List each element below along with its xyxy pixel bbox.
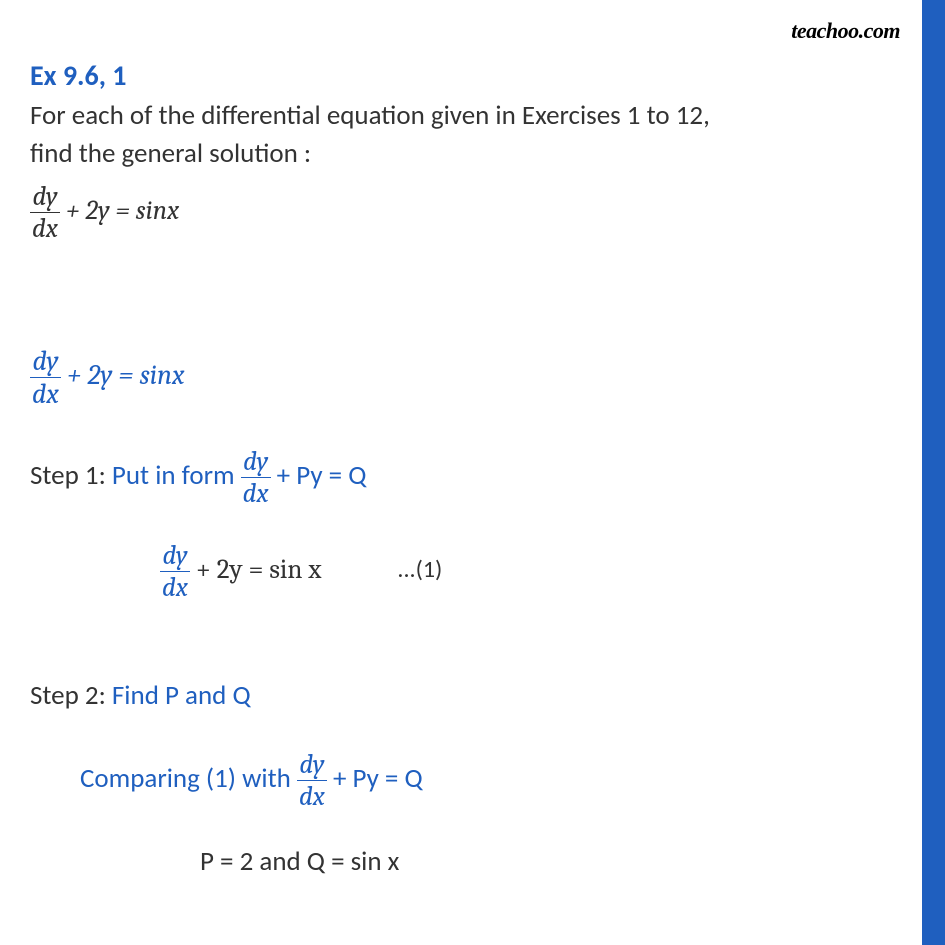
eq-tail: + 2y = sinx bbox=[60, 194, 179, 225]
step1-desc: Put in form dydx + Py = Q bbox=[112, 459, 366, 492]
pq-result: P = 2 and Q = sin x bbox=[30, 845, 882, 878]
frac-den: dx bbox=[160, 572, 190, 601]
fraction-dydx-step1: dydx bbox=[241, 448, 271, 507]
frac-den: dx bbox=[297, 781, 327, 810]
frac-num: dy bbox=[241, 448, 271, 478]
frac-num: dy bbox=[30, 183, 60, 213]
equation-1: dy dx + 2y = sin x ...(1) bbox=[30, 542, 882, 601]
eq-tail-blue: + 2y = sinx bbox=[61, 359, 185, 391]
step1-label: Step 1: bbox=[30, 459, 112, 492]
eq1-marker: ...(1) bbox=[397, 555, 442, 584]
step-1: Step 1: Put in form dydx + Py = Q bbox=[30, 448, 882, 507]
equation-problem: dy dx + 2y = sinx bbox=[30, 183, 882, 242]
problem-line-1: For each of the differential equation gi… bbox=[30, 99, 710, 132]
fraction-dydx-eq1: dy dx bbox=[160, 542, 190, 601]
step2-desc: Find P and Q bbox=[112, 679, 251, 712]
frac-num: dy bbox=[297, 751, 327, 781]
frac-den: dx bbox=[241, 478, 271, 507]
step1-post: + Py = Q bbox=[271, 459, 367, 492]
problem-statement: For each of the differential equation gi… bbox=[30, 97, 882, 173]
comparing-post: + Py = Q bbox=[327, 762, 423, 795]
fraction-dydx-blue: dy dx bbox=[30, 347, 61, 408]
right-accent-bar bbox=[922, 0, 945, 945]
fraction-dydx: dy dx bbox=[30, 183, 60, 242]
page-content: Ex 9.6, 1 For each of the differential e… bbox=[0, 0, 922, 945]
step1-pre: Put in form bbox=[112, 459, 241, 492]
fraction-dydx-comp: dydx bbox=[297, 751, 327, 810]
comparing-line: Comparing (1) with dydx + Py = Q bbox=[30, 751, 882, 810]
eq1-tail: + 2y = sin x bbox=[190, 553, 322, 584]
step-2: Step 2: Find P and Q bbox=[30, 676, 882, 717]
problem-line-2: find the general solution : bbox=[30, 137, 311, 170]
step2-label: Step 2: bbox=[30, 679, 112, 712]
frac-den: dx bbox=[30, 378, 61, 408]
frac-num: dy bbox=[30, 347, 61, 378]
frac-num: dy bbox=[160, 542, 190, 572]
exercise-title: Ex 9.6, 1 bbox=[30, 58, 882, 93]
equation-restated: dy dx + 2y = sinx bbox=[30, 347, 882, 408]
frac-den: dx bbox=[30, 213, 60, 242]
comparing-pre: Comparing (1) with bbox=[80, 762, 297, 795]
